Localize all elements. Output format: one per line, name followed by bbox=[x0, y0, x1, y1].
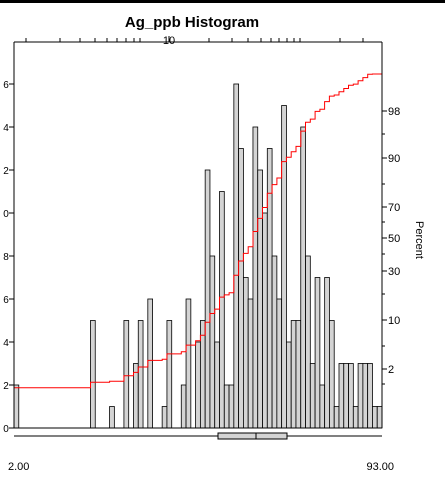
percent-tick-label: 10 bbox=[388, 315, 400, 327]
box-plot-box bbox=[217, 432, 288, 440]
histogram-bar bbox=[266, 148, 273, 429]
histogram-bar bbox=[376, 406, 383, 429]
histogram-bar bbox=[228, 384, 235, 429]
histogram-bar bbox=[367, 363, 373, 429]
histogram-bar bbox=[314, 277, 321, 429]
left-tick-label: 8 bbox=[3, 252, 9, 263]
left-tick-label: 4 bbox=[3, 338, 9, 349]
histogram-bar bbox=[238, 148, 244, 429]
histogram-bar bbox=[319, 384, 326, 429]
histogram-bar bbox=[180, 384, 187, 429]
left-tick-label: 0 bbox=[3, 424, 9, 435]
cumulative-percent-line bbox=[14, 73, 382, 389]
chart-title: Ag_ppb Histogram bbox=[125, 14, 259, 31]
x-min-label: 2.00 bbox=[8, 461, 29, 473]
histogram-bar bbox=[286, 341, 292, 429]
percent-axis-label: Percent bbox=[413, 221, 425, 259]
histogram-bar bbox=[300, 126, 306, 429]
histogram-bar bbox=[199, 320, 206, 429]
histogram-bar bbox=[109, 406, 115, 429]
histogram-bar bbox=[372, 406, 378, 429]
histogram-bar bbox=[185, 298, 192, 429]
histogram-bar bbox=[137, 320, 144, 429]
box-plot bbox=[14, 432, 382, 440]
histogram-bar bbox=[348, 363, 354, 429]
percent-tick-label: 98 bbox=[388, 106, 400, 118]
percent-tick-label: 90 bbox=[388, 153, 400, 165]
histogram-bar bbox=[357, 363, 364, 429]
histogram-bar bbox=[90, 320, 96, 429]
left-tick-label: 2 bbox=[3, 166, 9, 177]
histogram-bar bbox=[305, 255, 311, 429]
histogram-bar bbox=[343, 363, 349, 429]
histogram-bar bbox=[262, 212, 268, 429]
histogram-bar bbox=[352, 406, 359, 429]
histogram-bar bbox=[242, 277, 249, 429]
percent-tick-label: 30 bbox=[388, 266, 400, 278]
left-tick-label: 4 bbox=[3, 123, 9, 134]
histogram-bar bbox=[214, 341, 220, 429]
left-tick-label: 6 bbox=[3, 80, 9, 91]
histogram-bar bbox=[123, 320, 130, 429]
histogram-bar bbox=[276, 298, 283, 429]
histogram-bar bbox=[324, 277, 330, 429]
histogram-bar bbox=[338, 363, 345, 429]
histogram-bar bbox=[271, 255, 278, 429]
top-border bbox=[0, 0, 445, 3]
left-tick-label: 6 bbox=[3, 295, 9, 306]
histogram-bar bbox=[281, 105, 287, 429]
histogram-bar bbox=[209, 255, 216, 429]
histogram-bar bbox=[362, 363, 369, 429]
histogram-bar bbox=[147, 298, 154, 429]
chart-axes bbox=[13, 36, 383, 429]
left-tick-label: 2 bbox=[3, 381, 9, 392]
histogram-bar bbox=[257, 169, 263, 429]
histogram-bar bbox=[195, 341, 201, 429]
histogram-bar bbox=[13, 384, 20, 429]
percent-tick-label: 50 bbox=[388, 233, 400, 245]
percent-tick-label: 2 bbox=[388, 364, 394, 376]
histogram-bar bbox=[290, 320, 297, 429]
x-max-label: 93.00 bbox=[366, 461, 394, 473]
histogram-bars bbox=[13, 83, 383, 429]
histogram-bar bbox=[133, 363, 139, 429]
histogram-bar bbox=[329, 320, 335, 429]
percent-tick-label: 70 bbox=[388, 202, 400, 214]
histogram-bar bbox=[295, 320, 302, 429]
histogram-bar bbox=[161, 406, 168, 429]
histogram-bar bbox=[333, 406, 340, 429]
percent-axis-ticks: 2 10 30 50 70 90 98 bbox=[382, 106, 400, 385]
left-tick-label: 0 bbox=[3, 209, 9, 220]
histogram-bar bbox=[204, 169, 211, 429]
histogram-bar bbox=[166, 320, 173, 429]
histogram-bar bbox=[223, 384, 230, 429]
histogram-bar bbox=[233, 83, 240, 429]
histogram-bar bbox=[219, 191, 225, 429]
histogram-bar bbox=[252, 126, 259, 429]
histogram-bar bbox=[247, 298, 254, 429]
left-axis-ticks: 0 2 4 6 8 0 2 4 6 bbox=[3, 80, 14, 435]
histogram-bar bbox=[309, 363, 316, 429]
